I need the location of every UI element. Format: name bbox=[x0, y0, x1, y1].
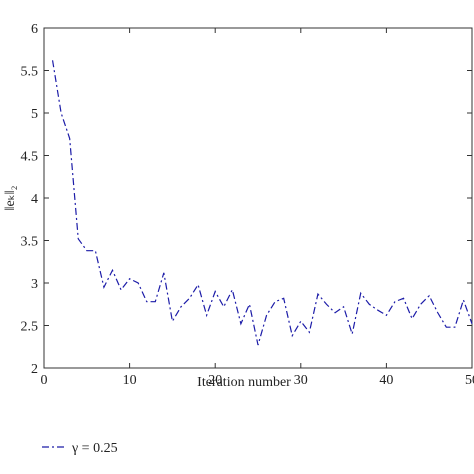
x-tick-label: 50 bbox=[465, 373, 474, 388]
y-tick-label: 2.5 bbox=[21, 320, 39, 335]
x-tick-label: 10 bbox=[123, 373, 137, 388]
x-tick-label: 0 bbox=[41, 373, 48, 388]
x-axis-label: Iteration number bbox=[197, 375, 291, 390]
x-tick-label: 40 bbox=[379, 373, 393, 388]
data-line bbox=[51, 60, 473, 346]
y-tick-label: 5 bbox=[31, 107, 38, 122]
y-tick-label: 6 bbox=[31, 22, 38, 37]
y-tick-label: 4.5 bbox=[21, 150, 39, 165]
plot-frame bbox=[43, 27, 473, 369]
x-tick-label: 20 bbox=[208, 373, 222, 388]
legend-label: γ = 0.25 bbox=[71, 441, 118, 456]
y-tick-label: 2 bbox=[31, 362, 38, 377]
y-tick-label: 3.5 bbox=[21, 235, 39, 250]
y-tick-label: 3 bbox=[31, 277, 38, 292]
y-tick-label: 4 bbox=[31, 192, 38, 207]
x-tick-label: 30 bbox=[294, 373, 308, 388]
y-axis-label: ‖eₖ‖₂ bbox=[3, 185, 18, 210]
y-tick-label: 5.5 bbox=[21, 65, 39, 80]
